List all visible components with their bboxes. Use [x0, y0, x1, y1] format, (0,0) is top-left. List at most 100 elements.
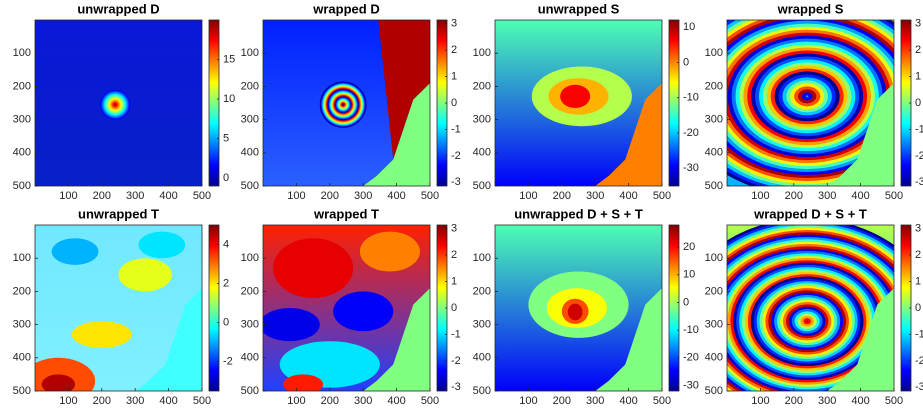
colorbar-tick-label: -10 [683, 324, 699, 336]
image-feature [51, 238, 99, 265]
colorbar-tick-label: 2 [915, 249, 921, 261]
colorbar-tick-label: -2 [223, 356, 233, 368]
colorbar-tick-label: 5 [223, 132, 229, 144]
panel-title: wrapped S [777, 1, 844, 16]
colorbar [668, 224, 680, 392]
colorbar-tick-label: -10 [683, 92, 699, 104]
image-feature [333, 291, 394, 332]
colorbar-tick-label: -2 [451, 150, 461, 162]
x-tick-label: 500 [885, 190, 903, 202]
panel-title: wrapped D [312, 1, 379, 16]
x-tick-label: 300 [354, 395, 372, 407]
x-tick-label: 300 [586, 190, 604, 202]
x-tick-label: 200 [321, 395, 339, 407]
panel-title: unwrapped D [77, 1, 159, 16]
y-tick-label: 300 [705, 114, 723, 126]
y-tick-label: 400 [241, 352, 259, 364]
colorbar-tick-label: -1 [915, 123, 923, 135]
panel-title: wrapped T [313, 206, 379, 221]
x-tick-label: 500 [653, 395, 671, 407]
x-tick-label: 200 [321, 190, 339, 202]
panel-title: unwrapped D + S + T [514, 206, 643, 221]
axes-frame [34, 224, 203, 392]
y-tick-label: 500 [241, 385, 259, 397]
image-region [135, 288, 202, 391]
image-feature [283, 374, 324, 391]
x-tick-label: 100 [59, 190, 77, 202]
colorbar-tick-label: 3 [915, 223, 921, 235]
y-tick-label: 400 [13, 352, 31, 364]
colorbar-tick-label: 0 [223, 317, 229, 329]
y-tick-label: 400 [473, 147, 491, 159]
image-feature [118, 258, 172, 292]
axes-frame [726, 224, 895, 392]
x-tick-label: 100 [287, 190, 305, 202]
x-tick-label: 200 [785, 395, 803, 407]
y-tick-label: 300 [705, 319, 723, 331]
colorbar-tick-label: -20 [683, 127, 699, 139]
y-tick-label: 200 [241, 80, 259, 92]
y-tick-label: 100 [241, 47, 259, 59]
colorbar-tick-label: 2 [915, 44, 921, 56]
x-tick-label: 300 [354, 190, 372, 202]
x-tick-label: 100 [59, 395, 77, 407]
image-feature [342, 103, 344, 106]
x-tick-label: 400 [159, 395, 177, 407]
colorbar-tick-label: 1 [451, 275, 457, 287]
colorbar-tick-label: 0 [915, 302, 921, 314]
colorbar-tick-label: 0 [683, 56, 689, 68]
image-feature [41, 374, 76, 391]
colorbar-tick-label: 3 [451, 18, 457, 30]
y-tick-label: 400 [13, 147, 31, 159]
colorbar-tick-label: -30 [683, 379, 699, 391]
colorbar-tick-label: -2 [915, 355, 923, 367]
x-tick-label: 100 [519, 190, 537, 202]
x-tick-label: 200 [785, 190, 803, 202]
colorbar-tick-label: 2 [451, 44, 457, 56]
y-tick-label: 200 [705, 285, 723, 297]
image-region [827, 288, 894, 391]
heatmap-image [727, 20, 894, 186]
y-tick-label: 500 [241, 180, 259, 192]
colorbar-tick-label: 2 [223, 277, 229, 289]
x-tick-label: 400 [851, 395, 869, 407]
y-tick-label: 400 [473, 352, 491, 364]
colorbar-tick-label: -30 [683, 162, 699, 174]
y-tick-label: 300 [241, 114, 259, 126]
colorbar-tick-label: 20 [683, 241, 695, 253]
image-region [363, 83, 430, 186]
x-tick-label: 500 [653, 190, 671, 202]
x-tick-label: 500 [193, 395, 211, 407]
y-tick-label: 300 [473, 319, 491, 331]
colorbar [668, 19, 680, 187]
image-region [595, 83, 662, 186]
colorbar-tick-label: 2 [451, 249, 457, 261]
y-tick-label: 500 [473, 180, 491, 192]
y-tick-label: 500 [13, 180, 31, 192]
heatmap-image [263, 20, 430, 186]
x-tick-label: 100 [287, 395, 305, 407]
x-tick-label: 200 [93, 190, 111, 202]
colorbar-tick-label: -2 [451, 355, 461, 367]
x-tick-label: 300 [126, 395, 144, 407]
image-feature [805, 95, 809, 98]
colorbar-tick-label: -1 [451, 123, 461, 135]
y-tick-label: 100 [705, 252, 723, 264]
heatmap-image [495, 225, 662, 391]
image-feature [567, 303, 583, 321]
image-feature [138, 231, 186, 259]
colorbar [208, 224, 220, 392]
axes-frame [262, 19, 431, 187]
axes-frame [34, 19, 203, 187]
colorbar-tick-label: -20 [683, 352, 699, 364]
x-tick-label: 200 [93, 395, 111, 407]
axes-frame [494, 224, 663, 392]
colorbar-tick-label: -2 [915, 150, 923, 162]
image-feature [263, 308, 320, 342]
y-tick-label: 300 [13, 114, 31, 126]
panel-title: unwrapped S [538, 1, 620, 16]
x-tick-label: 300 [586, 395, 604, 407]
image-feature [359, 231, 420, 272]
y-tick-label: 100 [473, 47, 491, 59]
panel-title: unwrapped T [78, 206, 159, 221]
